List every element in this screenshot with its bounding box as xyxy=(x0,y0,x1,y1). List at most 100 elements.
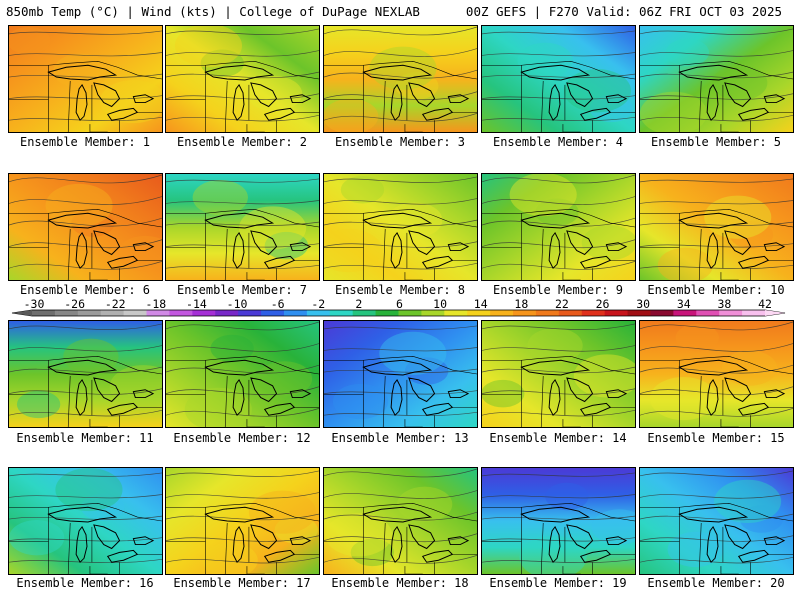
temperature-field xyxy=(324,174,477,280)
color-scale-swatch xyxy=(77,310,102,316)
ensemble-member-label: Ensemble Member: 13 xyxy=(331,431,469,445)
great-lake-outline xyxy=(447,536,470,546)
great-lake-outline xyxy=(362,506,433,523)
great-lake-outline xyxy=(93,230,121,256)
great-lake-outline xyxy=(132,94,155,104)
great-lake-outline xyxy=(263,402,296,416)
great-lake-outline xyxy=(408,377,436,403)
temperature-field xyxy=(324,321,477,427)
temperature-field xyxy=(482,26,635,132)
great-lake-outline xyxy=(75,231,88,270)
ensemble-member-map xyxy=(481,467,636,575)
great-lake-outline xyxy=(232,378,245,417)
color-scale-swatch xyxy=(238,310,262,316)
great-lake-outline xyxy=(362,64,433,81)
color-scale-tick-label: -22 xyxy=(104,297,126,311)
temperature-field xyxy=(640,468,793,574)
ensemble-member-label: Ensemble Member: 12 xyxy=(173,431,311,445)
ensemble-member-label: Ensemble Member: 17 xyxy=(173,576,311,590)
color-scale-tick-label: -14 xyxy=(186,297,207,311)
color-scale-swatch xyxy=(215,310,239,316)
temperature-field xyxy=(9,174,162,280)
ensemble-member-label: Ensemble Member: 20 xyxy=(647,576,785,590)
great-lake-outline xyxy=(678,359,749,376)
color-scale-swatch xyxy=(283,310,308,316)
color-scale-swatch xyxy=(627,310,651,316)
ensemble-member-label: Ensemble Member: 15 xyxy=(647,431,785,445)
great-lake-outline xyxy=(605,389,628,399)
color-scale-tick-label: -18 xyxy=(145,297,167,311)
great-lake-outline xyxy=(605,536,628,546)
great-lake-outline xyxy=(605,242,628,252)
ensemble-member-map xyxy=(481,320,636,428)
great-lake-outline xyxy=(390,83,403,122)
great-lake-outline xyxy=(47,64,118,81)
ensemble-member-map xyxy=(481,173,636,281)
ensemble-member-label: Ensemble Member: 1 xyxy=(19,135,151,149)
color-scale-swatch xyxy=(604,310,629,316)
great-lake-outline xyxy=(362,359,433,376)
ensemble-member-label: Ensemble Member: 4 xyxy=(492,135,624,149)
color-scale-swatch xyxy=(719,310,743,316)
color-scale-tick-label: 42 xyxy=(758,297,772,311)
temperature-field xyxy=(166,174,319,280)
great-lake-outline xyxy=(106,255,139,269)
great-lake-outline xyxy=(204,506,275,523)
ensemble-member-map xyxy=(165,467,320,575)
ensemble-member-map xyxy=(323,173,478,281)
color-scale-swatch xyxy=(558,310,583,316)
great-lake-outline xyxy=(520,359,591,376)
great-lake-outline xyxy=(408,230,436,256)
great-lake-outline xyxy=(724,82,752,108)
great-lake-outline xyxy=(548,525,561,564)
great-lake-outline xyxy=(263,255,296,269)
color-scale-tick-label: 2 xyxy=(355,297,363,311)
great-lake-outline xyxy=(75,83,88,122)
great-lake-outline xyxy=(678,212,749,229)
great-lake-outline xyxy=(263,549,296,563)
ensemble-member-map xyxy=(323,25,478,133)
great-lake-outline xyxy=(447,242,470,252)
great-lake-outline xyxy=(106,402,139,416)
great-lake-outline xyxy=(93,377,121,403)
color-scale-swatch xyxy=(54,310,79,316)
ensemble-member-label: Ensemble Member: 5 xyxy=(650,135,782,149)
temperature-field xyxy=(482,174,635,280)
great-lake-outline xyxy=(47,212,118,229)
temperature-field xyxy=(324,26,477,132)
ensemble-member-map xyxy=(639,467,794,575)
temperature-field xyxy=(482,321,635,427)
great-lake-outline xyxy=(447,94,470,104)
great-lake-outline xyxy=(250,524,278,550)
ensemble-member-map xyxy=(8,320,163,428)
great-lake-outline xyxy=(706,525,719,564)
great-lake-outline xyxy=(737,549,770,563)
ensemble-member-label: Ensemble Member: 2 xyxy=(176,135,308,149)
great-lake-outline xyxy=(232,525,245,564)
great-lake-outline xyxy=(724,524,752,550)
color-scale-tick-label: -2 xyxy=(311,297,326,311)
color-scale-swatch xyxy=(581,310,606,316)
ensemble-member-label: Ensemble Member: 9 xyxy=(492,283,624,297)
color-scale-swatch xyxy=(398,310,422,316)
great-lake-outline xyxy=(232,231,245,270)
ensemble-member-map xyxy=(8,25,163,133)
great-lake-outline xyxy=(250,230,278,256)
great-lake-outline xyxy=(678,64,749,81)
great-lake-outline xyxy=(289,94,312,104)
great-lake-outline xyxy=(390,525,403,564)
temperature-field xyxy=(640,26,793,132)
color-scale-swatch xyxy=(673,310,697,316)
ensemble-member-label: Ensemble Member: 10 xyxy=(647,283,785,297)
color-scale-tick-label: -10 xyxy=(226,297,248,311)
great-lake-outline xyxy=(93,82,121,108)
great-lake-outline xyxy=(706,83,719,122)
ensemble-member-label: Ensemble Member: 18 xyxy=(331,576,469,590)
color-scale-tick-label: 18 xyxy=(514,297,529,311)
ensemble-member-map xyxy=(8,467,163,575)
color-scale-swatch xyxy=(650,310,674,316)
color-scale-swatch xyxy=(32,310,56,316)
great-lake-outline xyxy=(678,506,749,523)
great-lake-outline xyxy=(520,64,591,81)
ensemble-member-map xyxy=(481,25,636,133)
